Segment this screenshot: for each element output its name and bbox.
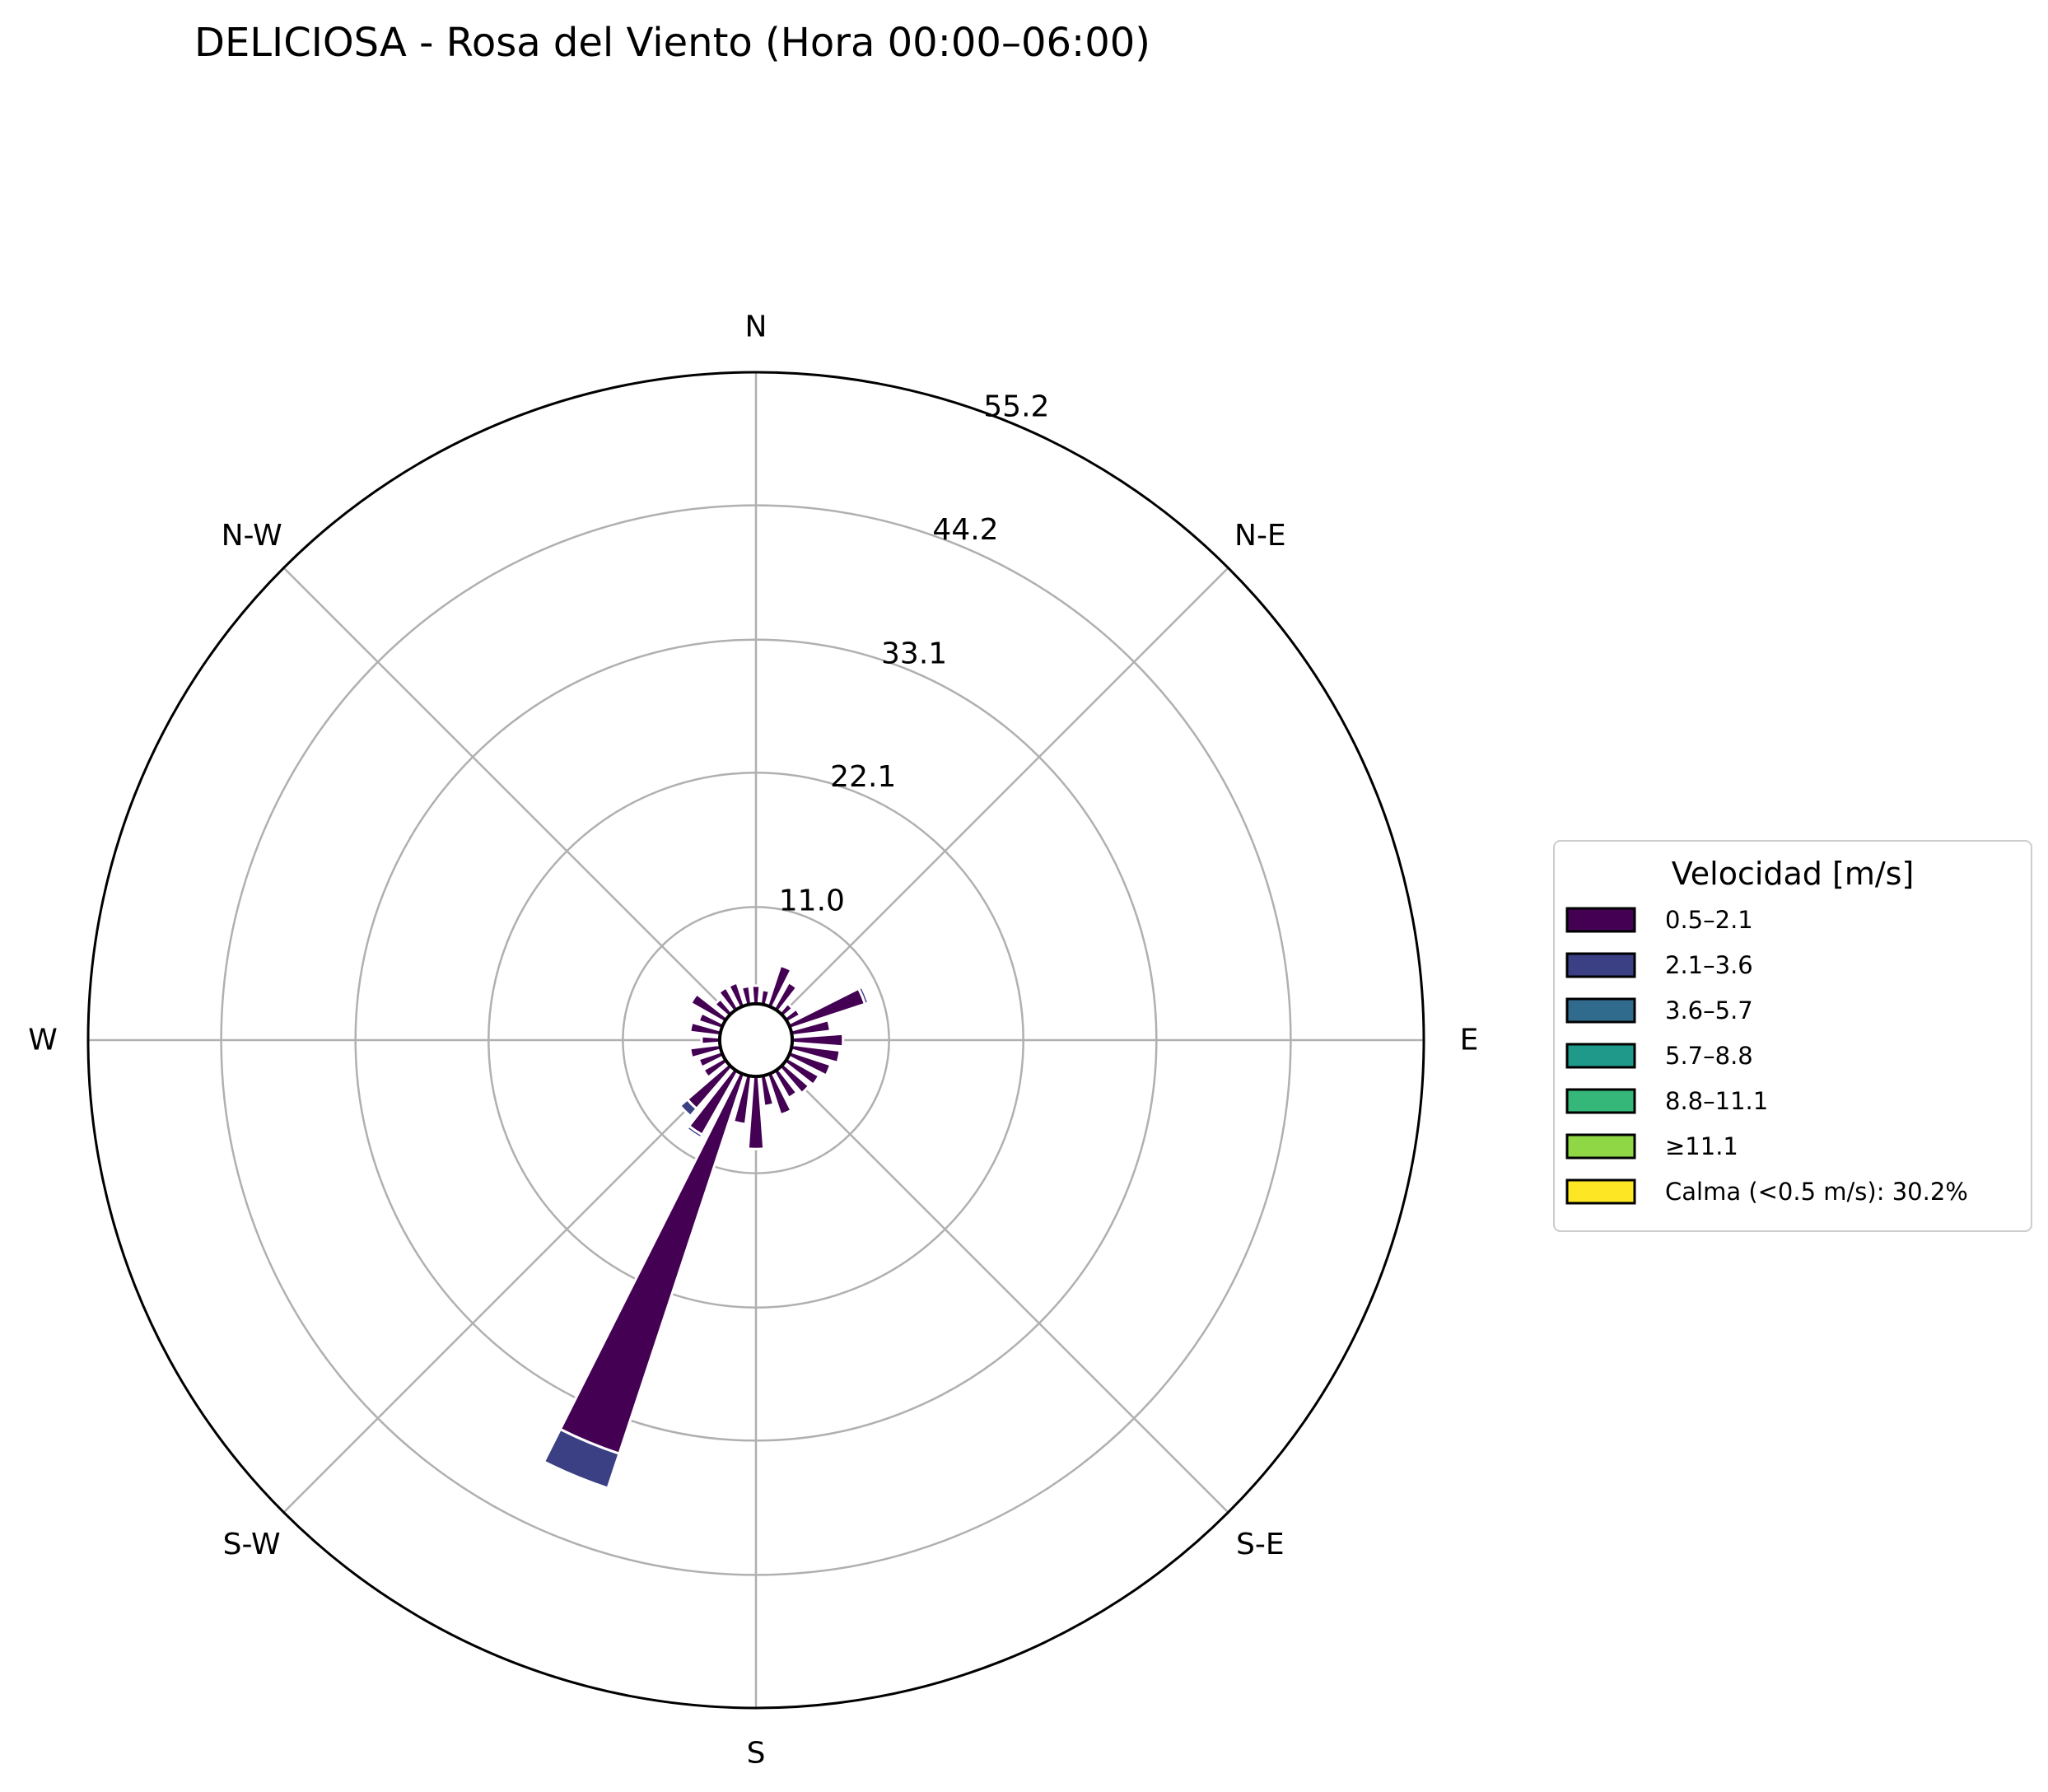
grid-ring — [622, 906, 890, 1174]
radial-tick-label: 44.2 — [932, 513, 998, 547]
legend-label: 3.6–5.7 — [1665, 996, 1753, 1024]
wind-bar — [700, 1034, 721, 1046]
radial-tick-label: 33.1 — [881, 637, 947, 671]
wind-bar — [684, 1124, 704, 1140]
spoke-line — [282, 1039, 757, 1514]
legend-label: 0.5–2.1 — [1665, 906, 1753, 934]
radial-tick-label: 55.2 — [983, 390, 1049, 424]
legend-swatch — [1565, 1088, 1636, 1114]
axis-labels: N N-E E S-E S S-W W N-W 11.0 22.1 33.1 44.2 55.2 — [28, 310, 1478, 1771]
legend-label: ≥11.1 — [1665, 1132, 1738, 1160]
direction-label-s-e: S-E — [1236, 1528, 1285, 1561]
spoke-line — [755, 1039, 1229, 1514]
wind-bar — [750, 984, 762, 1006]
legend-label: Calma (<0.5 m/s): 30.2% — [1665, 1178, 1968, 1206]
wind-bar — [678, 1097, 699, 1118]
legend-swatch — [1565, 1043, 1636, 1069]
grid-ring — [354, 638, 1158, 1442]
direction-label-e: E — [1460, 1024, 1479, 1057]
radial-tick-label: 22.1 — [830, 760, 896, 794]
legend-label: 5.7–8.8 — [1665, 1042, 1753, 1070]
wind-bar — [856, 985, 870, 1006]
direction-label-w: W — [28, 1024, 58, 1057]
direction-label-n: N — [745, 310, 767, 344]
grid-ring — [220, 504, 1292, 1576]
legend-swatch — [1565, 1133, 1636, 1160]
legend-entries: 0.5–2.1 2.1–3.6 3.6–5.7 5.7–8.8 8.8–11.1 ≥11.… — [1565, 906, 1968, 1206]
spoke-line — [755, 567, 1229, 1041]
direction-label-n-e: N-E — [1234, 519, 1286, 553]
grid-ring — [488, 772, 1024, 1309]
calm-circle — [717, 1001, 795, 1079]
outer-ring — [86, 371, 1425, 1710]
legend-label: 2.1–3.6 — [1665, 951, 1753, 979]
legend-swatch — [1565, 997, 1636, 1024]
direction-label-n-w: N-W — [222, 519, 282, 553]
legend-swatch — [1565, 907, 1636, 933]
polar-grid — [86, 371, 1425, 1710]
wind-bar — [542, 1427, 621, 1490]
direction-label-s: S — [747, 1737, 766, 1771]
legend-label: 8.8–11.1 — [1665, 1087, 1768, 1115]
direction-label-s-w: S-W — [223, 1528, 281, 1561]
wind-bar — [558, 1071, 747, 1456]
legend-frame — [1553, 840, 2032, 1232]
legend-title: Velocidad [m/s] — [1672, 856, 1915, 892]
wind-bars — [542, 964, 870, 1490]
radial-tick-label: 11.0 — [779, 884, 845, 918]
chart-title: DELICIOSA - Rosa del Viento (Hora 00:00–… — [194, 20, 1150, 66]
spoke-line — [282, 567, 757, 1041]
legend-swatch — [1565, 952, 1636, 978]
legend-swatch — [1565, 1178, 1636, 1205]
legend: Velocidad [m/s] 0.5–2.1 2.1–3.6 3.6–5.7 5.7… — [1553, 840, 2032, 1232]
calm-center — [717, 1001, 795, 1079]
